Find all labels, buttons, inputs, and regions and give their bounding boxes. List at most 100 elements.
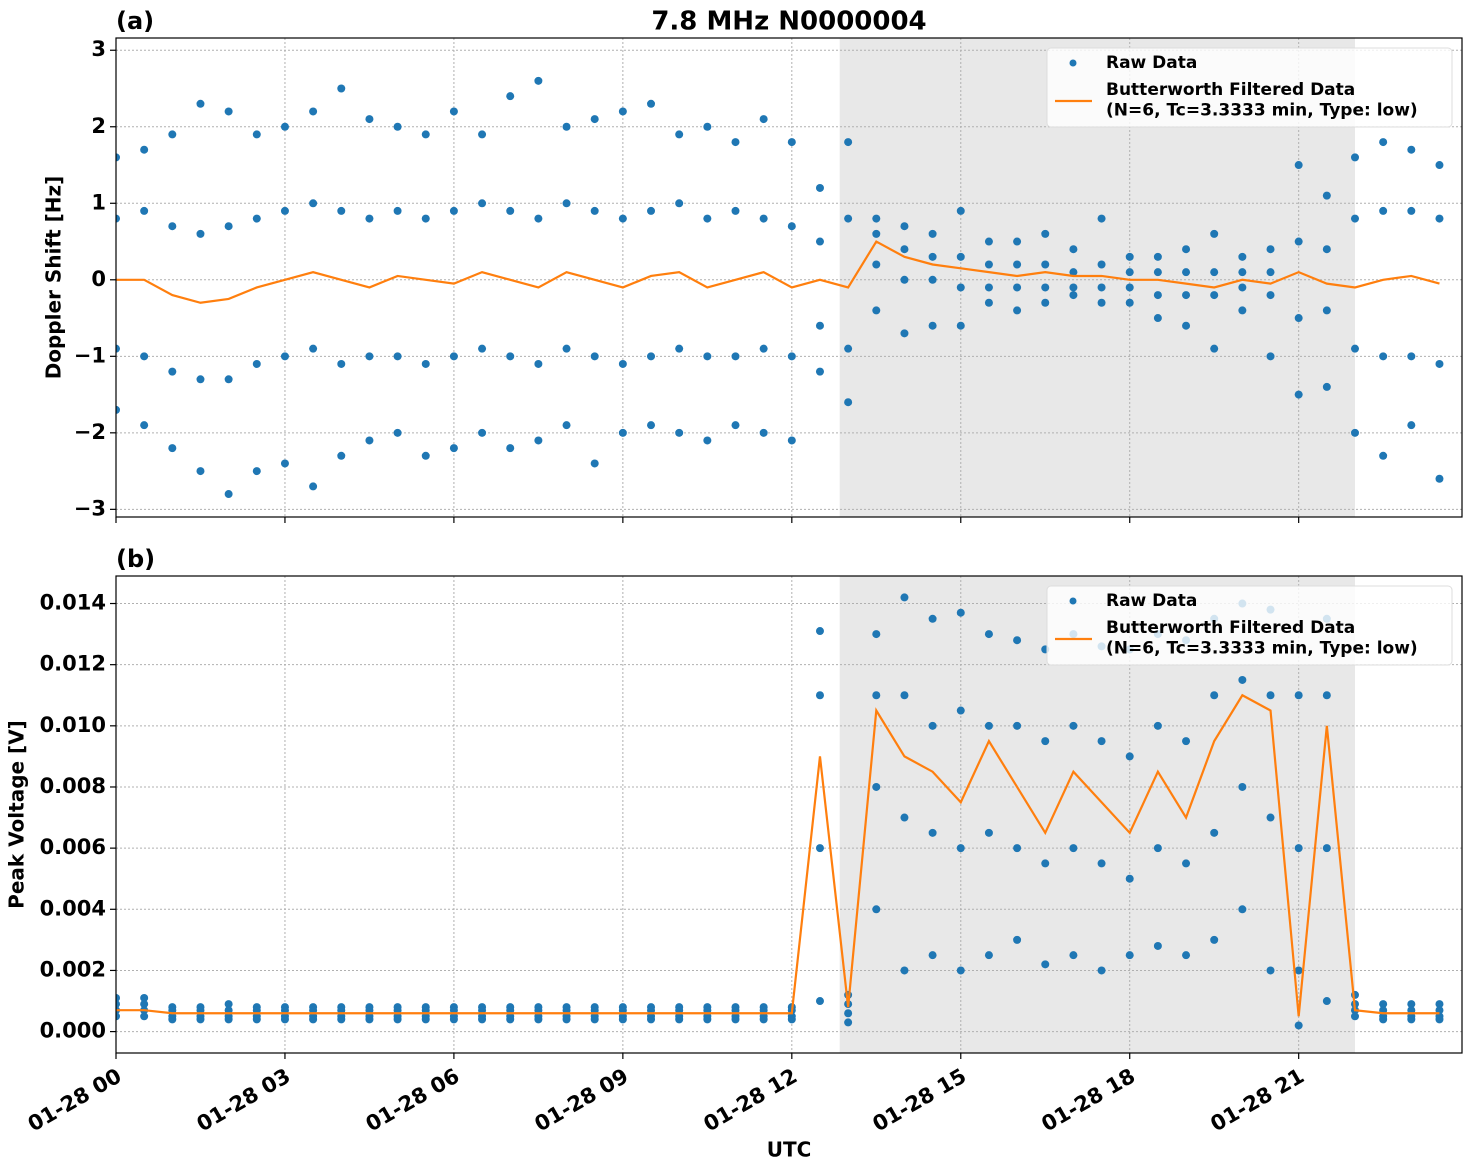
raw-point — [168, 444, 177, 453]
raw-point — [116, 214, 120, 223]
raw-point — [647, 99, 656, 108]
raw-point — [1182, 859, 1191, 868]
raw-point — [1013, 935, 1022, 944]
raw-point — [1097, 298, 1106, 307]
y-tick-label: 0.014 — [40, 591, 106, 615]
raw-point — [116, 993, 120, 1002]
raw-point — [928, 614, 937, 623]
raw-point — [196, 467, 205, 476]
raw-point — [196, 229, 205, 238]
raw-point — [449, 444, 458, 453]
raw-point — [647, 421, 656, 430]
raw-point — [421, 359, 430, 368]
raw-point — [1322, 306, 1331, 315]
raw-point — [844, 1018, 853, 1027]
raw-point — [703, 352, 712, 361]
raw-point — [1041, 260, 1050, 269]
legend-marker — [1069, 59, 1077, 67]
raw-point — [815, 627, 824, 636]
raw-point — [1210, 691, 1219, 700]
raw-point — [506, 1015, 515, 1024]
raw-point — [1294, 966, 1303, 975]
raw-point — [815, 844, 824, 853]
raw-point — [1041, 737, 1050, 746]
raw-point — [1097, 260, 1106, 269]
raw-point — [1266, 268, 1275, 277]
raw-point — [647, 352, 656, 361]
raw-point — [562, 344, 571, 353]
raw-point — [675, 199, 684, 208]
raw-point — [1266, 691, 1275, 700]
raw-point — [900, 813, 909, 822]
raw-point — [1013, 260, 1022, 269]
raw-point — [1238, 675, 1247, 684]
raw-point — [590, 459, 599, 468]
legend-box — [1046, 585, 1453, 666]
raw-point — [1322, 997, 1331, 1006]
raw-point — [1182, 951, 1191, 960]
raw-point — [731, 421, 740, 430]
raw-point — [1266, 352, 1275, 361]
raw-point — [421, 1015, 430, 1024]
raw-point — [956, 206, 965, 215]
raw-point — [534, 436, 543, 445]
raw-point — [1322, 382, 1331, 391]
raw-point — [590, 352, 599, 361]
raw-point — [337, 451, 346, 460]
raw-point — [116, 1012, 120, 1021]
raw-point — [1125, 252, 1134, 261]
raw-point — [168, 222, 177, 231]
raw-point — [759, 1015, 768, 1024]
legend-label: Butterworth Filtered Data (N=6, Tc=3.3333… — [1106, 618, 1418, 658]
raw-point — [1097, 214, 1106, 223]
raw-point — [1238, 905, 1247, 914]
raw-point — [140, 421, 149, 430]
raw-point — [844, 1009, 853, 1018]
raw-point — [280, 352, 289, 361]
raw-point — [815, 183, 824, 192]
raw-point — [675, 130, 684, 139]
raw-point — [1350, 1012, 1359, 1021]
raw-point — [703, 122, 712, 131]
raw-point — [844, 344, 853, 353]
raw-point — [1322, 245, 1331, 254]
raw-point — [1041, 960, 1050, 969]
raw-point — [984, 951, 993, 960]
raw-point — [1238, 252, 1247, 261]
raw-point — [1435, 359, 1444, 368]
raw-point — [787, 222, 796, 231]
legend-label: Raw Data — [1106, 591, 1197, 611]
raw-point — [928, 721, 937, 730]
y-axis-label: Doppler Shift [Hz] — [42, 176, 66, 380]
raw-point — [956, 844, 965, 853]
raw-point — [872, 905, 881, 914]
raw-point — [449, 1015, 458, 1024]
raw-point — [900, 691, 909, 700]
y-tick-label: −3 — [74, 496, 106, 520]
raw-point — [140, 993, 149, 1002]
raw-point — [703, 214, 712, 223]
x-tick-label: 01-28 06 — [362, 1064, 464, 1137]
raw-point — [421, 451, 430, 460]
raw-point — [506, 206, 515, 215]
raw-point — [365, 436, 374, 445]
raw-point — [168, 130, 177, 139]
raw-point — [900, 245, 909, 254]
raw-point — [1210, 268, 1219, 277]
raw-point — [1294, 314, 1303, 323]
raw-point — [1013, 844, 1022, 853]
raw-point — [1153, 844, 1162, 853]
raw-point — [675, 428, 684, 437]
raw-point — [534, 1015, 543, 1024]
raw-point — [280, 1015, 289, 1024]
raw-point — [252, 130, 261, 139]
raw-point — [337, 84, 346, 93]
raw-point — [1210, 935, 1219, 944]
raw-point — [675, 1015, 684, 1024]
y-tick-label: 0.002 — [40, 957, 106, 981]
raw-point — [1153, 252, 1162, 261]
raw-point — [731, 352, 740, 361]
raw-point — [759, 115, 768, 124]
raw-point — [872, 229, 881, 238]
raw-point — [984, 260, 993, 269]
